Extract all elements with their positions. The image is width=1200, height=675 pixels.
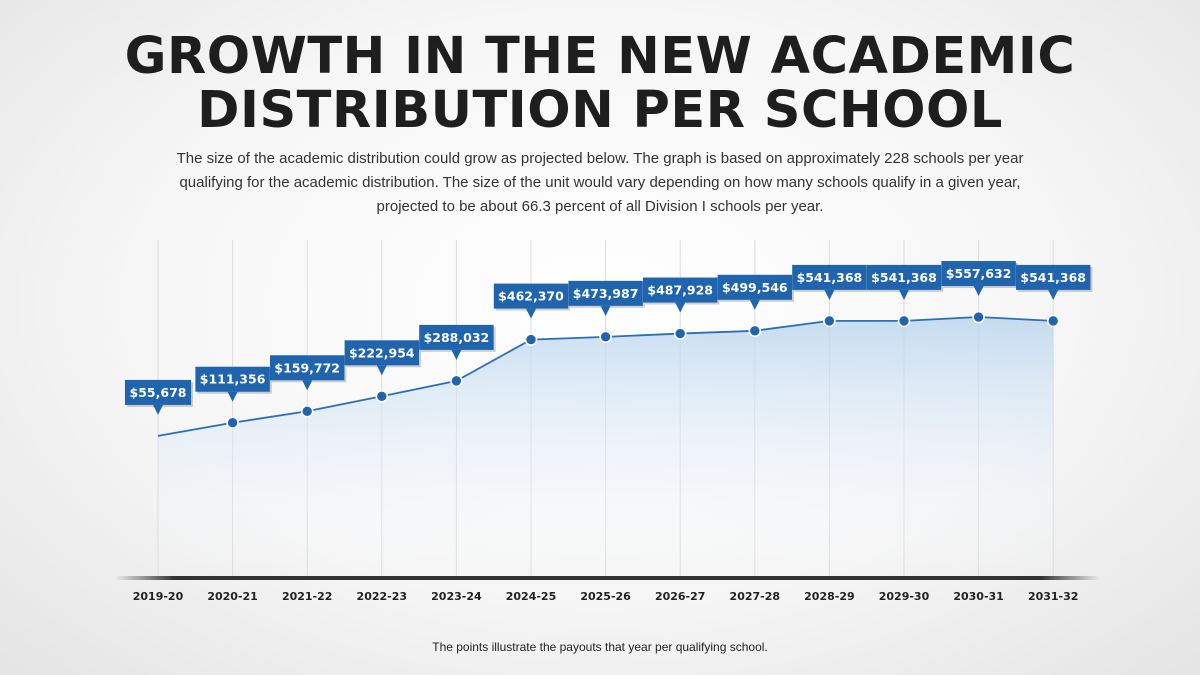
svg-text:$462,370: $462,370	[498, 289, 564, 304]
x-tick-2030-31: 2030-31	[953, 590, 1004, 603]
x-tick-2029-30: 2029-30	[879, 590, 930, 603]
x-tick-2022-23: 2022-23	[357, 590, 408, 603]
svg-text:$541,368: $541,368	[1020, 270, 1086, 285]
data-label-2030-31: $557,632	[941, 261, 1018, 297]
svg-text:$288,032: $288,032	[424, 330, 490, 345]
data-point-2023-24	[450, 374, 463, 388]
x-tick-2028-29: 2028-29	[804, 590, 855, 603]
x-tick-2023-24: 2023-24	[431, 590, 482, 603]
data-point-2025-26	[599, 330, 612, 344]
data-label-2025-26: $473,987	[568, 280, 645, 316]
x-tick-2020-21: 2020-21	[207, 590, 258, 603]
x-tick-2024-25: 2024-25	[506, 590, 557, 603]
x-axis	[115, 576, 1100, 580]
data-label-2027-28: $499,546	[717, 274, 794, 310]
data-label-2029-30: $541,368	[866, 264, 944, 300]
chart-footnote: The points illustrate the payouts that y…	[432, 640, 768, 654]
data-point-2022-23	[375, 390, 389, 403]
svg-text:$487,928: $487,928	[647, 283, 713, 298]
svg-text:$541,368: $541,368	[871, 270, 937, 285]
data-point-2024-25	[524, 333, 538, 346]
data-point-2029-30	[897, 314, 911, 328]
x-tick-2019-20: 2019-20	[133, 590, 184, 603]
data-point-2027-28	[748, 324, 762, 338]
data-label-2022-23: $222,954	[344, 340, 421, 376]
x-tick-2026-27: 2026-27	[655, 590, 706, 603]
x-tick-2031-32: 2031-32	[1028, 590, 1079, 603]
data-label-2021-22: $159,772	[270, 355, 347, 391]
data-point-2031-32	[1046, 314, 1060, 328]
x-tick-2021-22: 2021-22	[282, 590, 333, 603]
data-label-2024-25: $462,370	[493, 283, 571, 319]
data-label-2028-29: $541,368	[792, 264, 869, 300]
data-point-2020-21	[226, 416, 239, 430]
chart-description: The size of the academic distribution co…	[176, 150, 1024, 215]
svg-text:$473,987: $473,987	[573, 286, 639, 301]
chart-area-fill	[158, 317, 1054, 577]
data-label-2019-20: $55,678	[124, 379, 194, 415]
data-point-2028-29	[823, 314, 836, 328]
svg-text:$541,368: $541,368	[797, 270, 863, 285]
title-line-1: GROWTH IN THE NEW ACADEMIC	[124, 27, 1076, 86]
svg-text:$55,678: $55,678	[130, 385, 187, 400]
x-tick-2025-26: 2025-26	[580, 590, 631, 603]
svg-text:$557,632: $557,632	[946, 266, 1012, 281]
svg-text:$111,356: $111,356	[200, 372, 266, 387]
svg-text:$499,546: $499,546	[722, 280, 788, 295]
svg-text:$222,954: $222,954	[349, 345, 415, 360]
data-point-2021-22	[300, 404, 314, 418]
data-point-2026-27	[673, 327, 687, 340]
data-label-2026-27: $487,928	[643, 277, 720, 313]
page-title: GROWTH IN THE NEW ACADEMIC DISTRIBUTION …	[0, 30, 1200, 138]
data-point-2030-31	[972, 310, 985, 324]
data-label-2020-21: $111,356	[195, 366, 272, 402]
data-label-2023-24: $288,032	[419, 324, 496, 360]
x-tick-2027-28: 2027-28	[730, 590, 781, 603]
data-label-2031-32: $541,368	[1016, 264, 1093, 300]
title-line-2: DISTRIBUTION PER SCHOOL	[197, 81, 1003, 140]
svg-text:$159,772: $159,772	[274, 360, 340, 375]
